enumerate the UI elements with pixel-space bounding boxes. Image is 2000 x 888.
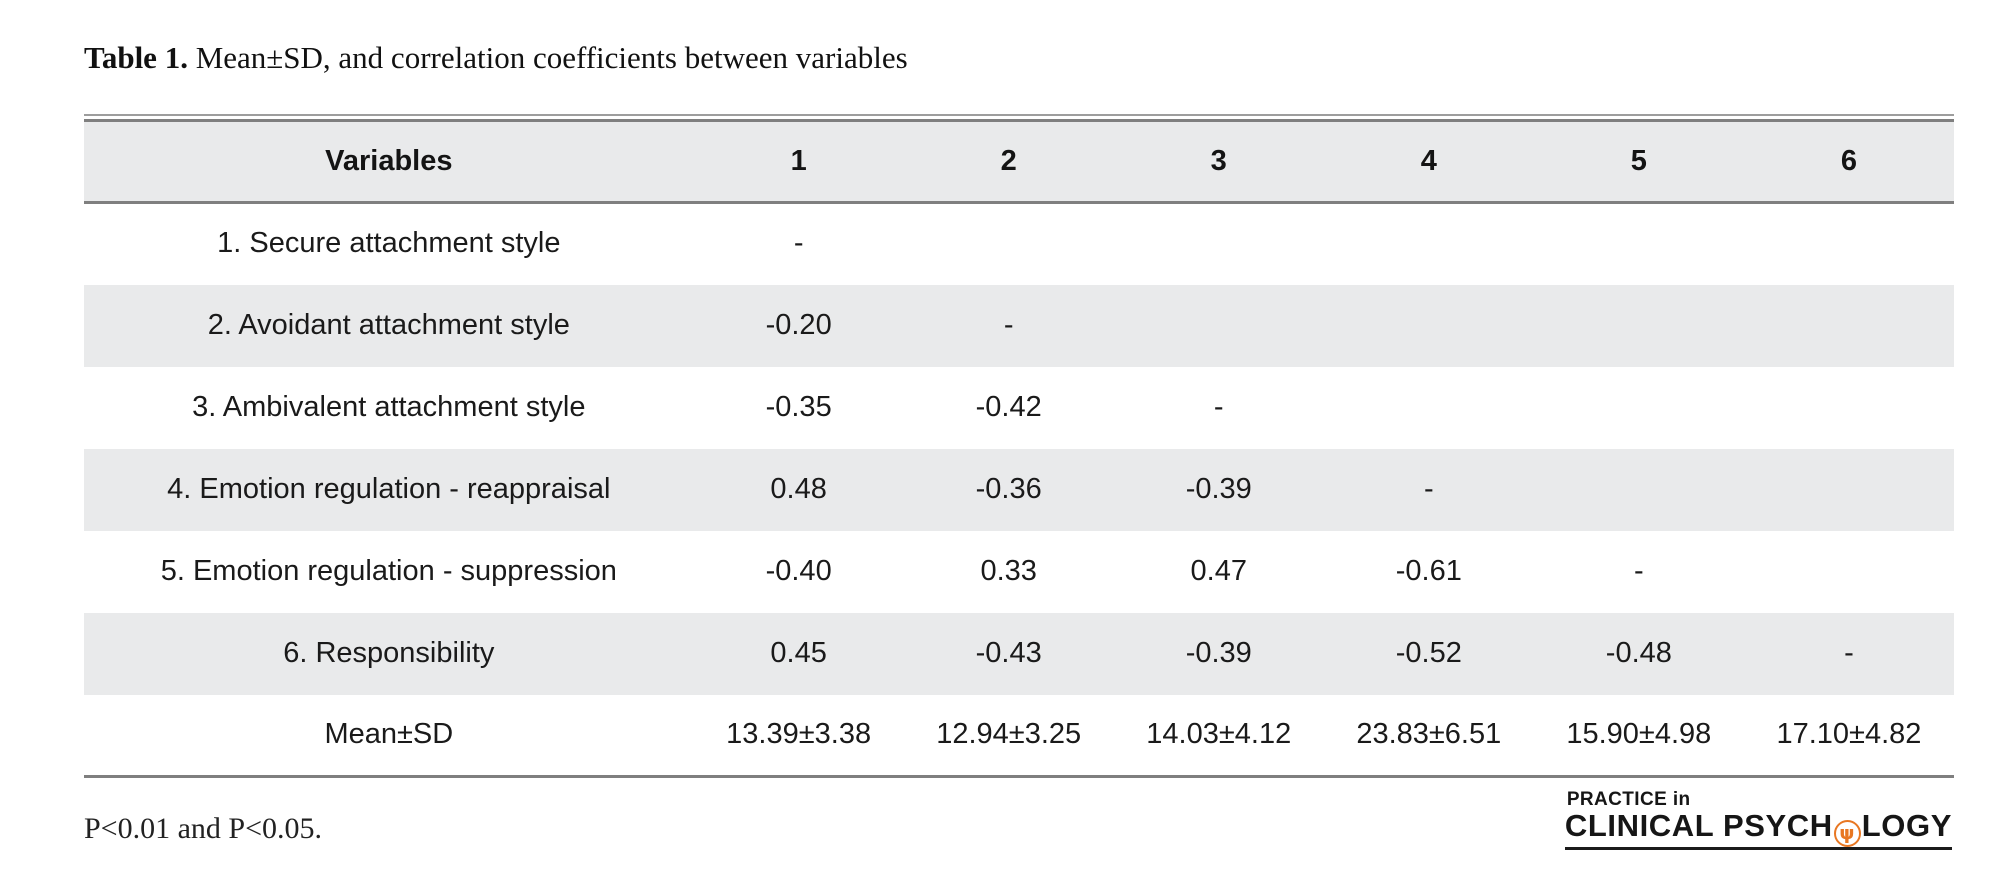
table-cell	[904, 203, 1114, 285]
table-cell	[1534, 367, 1744, 449]
header-col-3: 3	[1210, 144, 1227, 177]
table-cell	[1114, 285, 1324, 367]
table-cell	[1534, 449, 1744, 531]
table-cell	[1744, 285, 1954, 367]
row-label: 3. Ambivalent attachment style	[192, 390, 586, 423]
correlation-table: Variables 1 2 3 4 5 6 1. Secure attachme…	[84, 119, 1954, 778]
psi-glyph: ψ	[1839, 822, 1856, 844]
table-cell: -	[1003, 308, 1014, 341]
journal-logo-main-text: CLINICAL PSYCH ψ LOGY	[1564, 808, 1952, 850]
table-caption-label: Table 1.	[84, 40, 188, 75]
table-cell: 14.03±4.12	[1146, 717, 1292, 750]
table-cell	[1324, 285, 1534, 367]
table-cell: -	[1844, 636, 1854, 669]
table-cell	[1744, 449, 1954, 531]
correlation-table-container: Variables 1 2 3 4 5 6 1. Secure attachme…	[84, 114, 1954, 778]
table-cell: 23.83±6.51	[1356, 717, 1502, 750]
table-row: 4. Emotion regulation - reappraisal 0.48…	[84, 448, 1954, 531]
table-cell: -0.20	[765, 308, 832, 341]
header-variables: Variables	[325, 144, 453, 177]
header-col-2: 2	[1000, 144, 1017, 177]
table-row-mean-sd: Mean±SD 13.39±3.38 12.94±3.25 14.03±4.12…	[84, 694, 1954, 777]
journal-logo-main-right: LOGY	[1861, 808, 1952, 843]
table-cell: -0.35	[765, 390, 832, 423]
table-row: 2. Avoidant attachment style -0.20 -	[84, 284, 1954, 367]
table-cell: -0.36	[975, 472, 1042, 505]
psi-circle-icon: ψ	[1833, 820, 1861, 847]
journal-logo-main-left: CLINICAL PSYCH	[1564, 808, 1833, 843]
table-row: 1. Secure attachment style -	[84, 202, 1954, 285]
table-cell: 0.47	[1190, 554, 1247, 587]
table-caption: Table 1. Mean±SD, and correlation coeffi…	[84, 40, 908, 76]
table-cell: -0.48	[1605, 636, 1672, 669]
journal-logo: PRACTICE in CLINICAL PSYCH ψ LOGY	[1564, 789, 1952, 850]
table-cell: 17.10±4.82	[1776, 717, 1922, 750]
table-cell	[1744, 531, 1954, 613]
table-cell: 0.45	[770, 636, 827, 669]
table-cell: -0.42	[975, 390, 1042, 423]
header-row: Variables 1 2 3 4 5 6	[84, 120, 1954, 203]
table-cell: -	[1213, 390, 1224, 423]
row-label: 2. Avoidant attachment style	[207, 308, 570, 341]
table-cell: 15.90±4.98	[1566, 717, 1712, 750]
header-col-6: 6	[1840, 144, 1857, 177]
table-cell: 0.33	[980, 554, 1037, 587]
row-label: 4. Emotion regulation - reappraisal	[167, 472, 611, 505]
table-cell	[1534, 285, 1744, 367]
table-cell: -0.43	[975, 636, 1042, 669]
significance-note: P<0.01 and P<0.05.	[84, 812, 323, 845]
table-cell: -0.39	[1185, 636, 1252, 669]
table-cell: 13.39±3.38	[726, 717, 872, 750]
table-cell: -0.61	[1395, 554, 1462, 587]
row-label: 1. Secure attachment style	[217, 227, 561, 260]
header-col-4: 4	[1420, 144, 1437, 177]
table-cell: -0.52	[1395, 636, 1462, 669]
table-cell	[1534, 203, 1744, 285]
table-cell: 0.48	[770, 472, 827, 505]
table-cell	[1324, 367, 1534, 449]
row-label: Mean±SD	[324, 717, 454, 750]
table-cell	[1114, 203, 1324, 285]
table-row: 6. Responsibility 0.45 -0.43 -0.39 -0.52…	[84, 612, 1954, 695]
row-label: 5. Emotion regulation - suppression	[160, 554, 617, 587]
table-cell: -	[793, 227, 804, 260]
table-caption-text: Mean±SD, and correlation coefficients be…	[187, 40, 908, 75]
table-row: 5. Emotion regulation - suppression -0.4…	[84, 530, 1954, 613]
table-footer: P<0.01 and P<0.05. PRACTICE in CLINICAL …	[84, 788, 1954, 878]
header-col-5: 5	[1630, 144, 1647, 177]
table-cell	[1744, 367, 1954, 449]
row-label: 6. Responsibility	[283, 636, 495, 669]
table-cell: -0.39	[1185, 472, 1252, 505]
table-row: 3. Ambivalent attachment style -0.35 -0.…	[84, 366, 1954, 449]
journal-logo-top-text: PRACTICE in	[1566, 789, 1691, 810]
table-cell: 12.94±3.25	[936, 717, 1082, 750]
table-cell	[1744, 203, 1954, 285]
table-cell: -	[1634, 554, 1644, 587]
table-cell: -0.40	[765, 554, 832, 587]
header-col-1: 1	[790, 144, 807, 177]
table-cell: -	[1423, 472, 1434, 505]
table-top-accent-line	[84, 114, 1954, 116]
table-cell	[1324, 203, 1534, 285]
